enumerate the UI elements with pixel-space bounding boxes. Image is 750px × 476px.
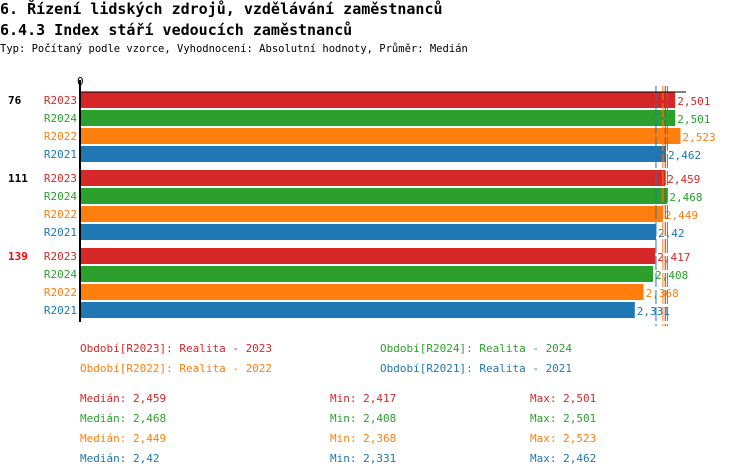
min-stat: Min: 2,331 xyxy=(330,452,397,465)
bar xyxy=(80,302,635,318)
bar-series-label: R2023 xyxy=(44,94,77,107)
bar-series-label: R2021 xyxy=(44,148,77,161)
bar-series-label: R2021 xyxy=(44,226,77,239)
bar-value-label: 2,468 xyxy=(669,191,702,204)
bar-series-label: R2024 xyxy=(44,112,77,125)
bar xyxy=(80,188,668,204)
bar xyxy=(80,110,676,126)
bar-value-label: 2,368 xyxy=(646,287,679,300)
max-stat: Max: 2,523 xyxy=(530,432,597,445)
bar xyxy=(80,284,644,300)
chart-info: Typ: Počítaný podle vzorce, Vyhodnocení:… xyxy=(0,43,468,55)
bar-series-label: R2023 xyxy=(44,250,77,263)
legend-item: Období[R2022]: Realita - 2022 xyxy=(80,362,273,375)
bar-series-label: R2023 xyxy=(44,172,77,185)
legend-item: Období[R2024]: Realita - 2024 xyxy=(380,342,573,355)
bar-value-label: 2,417 xyxy=(657,251,690,264)
median-stat: Medián: 2,459 xyxy=(80,392,167,405)
max-stat: Max: 2,462 xyxy=(530,452,597,465)
bar-series-label: R2024 xyxy=(44,190,77,203)
median-stat: Medián: 2,449 xyxy=(80,432,167,445)
bar-value-label: 2,501 xyxy=(677,113,710,126)
bar xyxy=(80,92,676,108)
bar-value-label: 2,523 xyxy=(682,131,715,144)
group-label: 76 xyxy=(8,94,22,107)
bar xyxy=(80,206,663,222)
median-stat: Medián: 2,468 xyxy=(80,412,167,425)
group-label: 139 xyxy=(8,250,28,263)
bar-value-label: 2,408 xyxy=(655,269,688,282)
legend-item: Období[R2021]: Realita - 2021 xyxy=(380,362,573,375)
median-stat: Medián: 2,42 xyxy=(80,452,160,465)
legend-item: Období[R2023]: Realita - 2023 xyxy=(80,342,273,355)
bar-value-label: 2,331 xyxy=(637,305,670,318)
bar xyxy=(80,170,666,186)
bar-value-label: 2,459 xyxy=(667,173,700,186)
bar xyxy=(80,224,656,240)
section-title: 6. Řízení lidských zdrojů, vzdělávání za… xyxy=(0,0,443,18)
min-stat: Min: 2,417 xyxy=(330,392,397,405)
bar-chart: 076R20232,501R20242,501R20222,523R20212,… xyxy=(8,75,716,326)
bar xyxy=(80,146,666,162)
bar-value-label: 2,462 xyxy=(668,149,701,162)
bar xyxy=(80,128,681,144)
bar-value-label: 2,501 xyxy=(677,95,710,108)
bar-series-label: R2024 xyxy=(44,268,77,281)
bar-series-label: R2022 xyxy=(44,130,77,143)
max-stat: Max: 2,501 xyxy=(530,392,597,405)
min-stat: Min: 2,408 xyxy=(330,412,397,425)
group-label: 111 xyxy=(8,172,28,185)
bar-value-label: 2,449 xyxy=(665,209,698,222)
bar-series-label: R2022 xyxy=(44,208,77,221)
chart-title: 6.4.3 Index stáří vedoucích zaměstnanců xyxy=(0,21,353,39)
max-stat: Max: 2,501 xyxy=(530,412,597,425)
bar-series-label: R2021 xyxy=(44,304,77,317)
bar xyxy=(80,248,656,264)
bar-series-label: R2022 xyxy=(44,286,77,299)
min-stat: Min: 2,368 xyxy=(330,432,397,445)
bar-value-label: 2,42 xyxy=(658,227,685,240)
bar xyxy=(80,266,654,282)
